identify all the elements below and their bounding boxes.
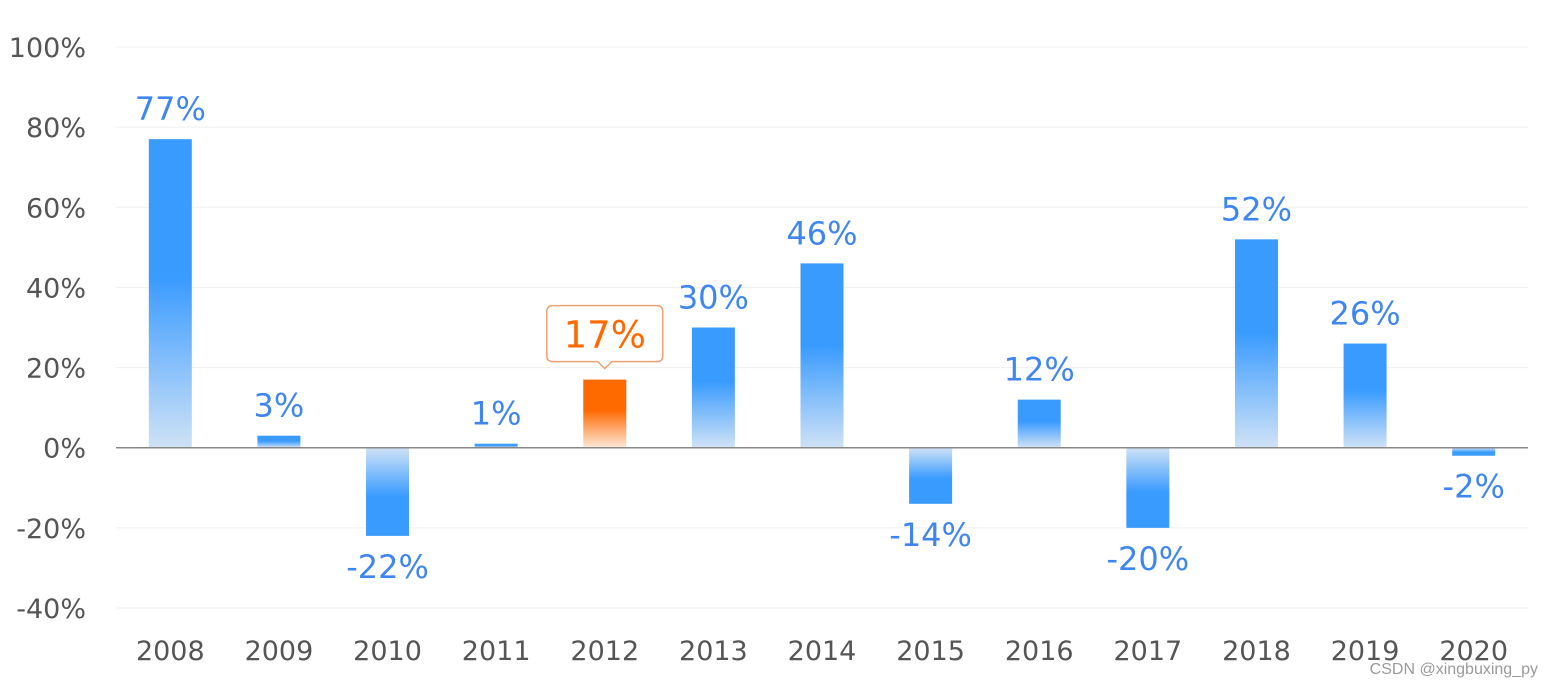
data-label-2020: -2% <box>1443 468 1505 506</box>
x-tick-label: 2018 <box>1222 636 1291 667</box>
y-tick-label: 80% <box>26 113 86 144</box>
x-tick-label: 2017 <box>1113 636 1182 667</box>
data-label-2009: 3% <box>254 387 305 425</box>
x-axis: 2008 2009 2010 2011 2012 2013 2014 2015 2016 2017… <box>136 636 1508 667</box>
data-label-2014: 46% <box>786 214 857 252</box>
x-tick-label: 2008 <box>136 636 205 667</box>
x-tick-label: 2014 <box>788 636 857 667</box>
bar-2018 <box>1234 239 1278 448</box>
bar-2014 <box>800 263 844 448</box>
x-tick-label: 2015 <box>896 636 965 667</box>
bar-2019 <box>1343 343 1387 448</box>
bar-2015 <box>909 447 953 504</box>
bar-2011 <box>474 443 518 448</box>
bar-2009 <box>257 435 301 448</box>
data-label-2016: 12% <box>1004 351 1075 389</box>
y-axis: 100% 80% 60% 40% 20% 0% -20% -40% <box>9 33 86 625</box>
bar-2012 <box>583 379 627 448</box>
x-tick-label: 2016 <box>1005 636 1074 667</box>
y-tick-label: -40% <box>16 594 86 625</box>
x-tick-label: 2020 <box>1439 636 1508 667</box>
x-tick-label: 2013 <box>679 636 748 667</box>
data-labels: 77% 3% -22% 1% 17% 30% 46% -14% 12% -20% 52% 26% -2% <box>135 90 1505 586</box>
data-label-2011: 1% <box>471 395 522 433</box>
bar-2017 <box>1126 447 1170 528</box>
y-tick-label: 60% <box>26 193 86 224</box>
x-tick-label: 2012 <box>570 636 639 667</box>
bar-2013 <box>691 327 735 448</box>
data-label-2017: -20% <box>1107 540 1190 578</box>
x-tick-label: 2009 <box>245 636 314 667</box>
y-tick-label: -20% <box>16 514 86 545</box>
data-label-2012: 17% <box>564 314 646 357</box>
data-label-2013: 30% <box>678 279 749 317</box>
highlight-callout: 17% <box>546 304 664 370</box>
bars <box>148 139 1496 536</box>
data-label-2008: 77% <box>135 90 206 128</box>
bar-2016 <box>1017 399 1061 448</box>
bar-2010 <box>366 447 410 536</box>
watermark: CSDN @xingbuxing_py <box>1369 661 1538 678</box>
bar-2020 <box>1452 447 1496 456</box>
x-tick-label: 2010 <box>353 636 422 667</box>
x-tick-label: 2011 <box>462 636 531 667</box>
x-tick-label: 2019 <box>1331 636 1400 667</box>
data-label-2015: -14% <box>889 516 972 554</box>
y-tick-label: 0% <box>43 434 86 465</box>
y-tick-label: 20% <box>26 354 86 385</box>
y-tick-label: 100% <box>9 33 86 64</box>
data-label-2010: -22% <box>346 548 429 586</box>
callout-box <box>546 304 664 370</box>
data-label-2019: 26% <box>1330 295 1401 333</box>
bar-2008 <box>148 139 192 448</box>
y-tick-label: 40% <box>26 273 86 304</box>
data-label-2018: 52% <box>1221 190 1292 228</box>
